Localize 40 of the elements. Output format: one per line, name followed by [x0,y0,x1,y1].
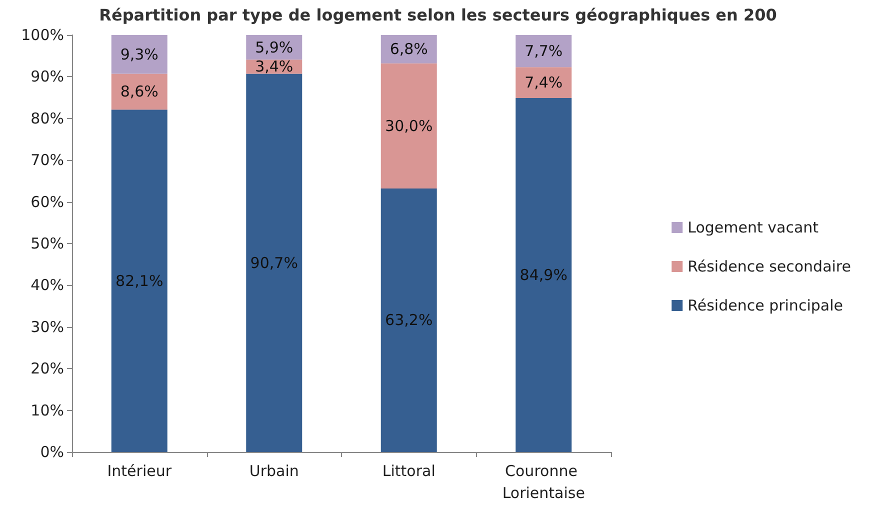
bar [111,35,168,74]
bar [516,67,572,98]
x-tick-label: Urbain [249,462,299,480]
data-label: 3,4% [255,58,294,76]
y-tick-label: 80% [30,109,64,128]
data-label: 8,6% [120,82,158,101]
x-tick-label: Intérieur [107,462,172,480]
bar [380,63,437,188]
y-tick-label: 100% [21,26,64,44]
data-label: 63,2% [385,311,433,330]
y-tick-label: 20% [30,360,64,378]
bar [111,74,168,110]
bar [111,110,168,452]
data-label: 7,4% [524,74,563,92]
data-label: 84,9% [520,266,568,284]
data-label: 90,7% [250,254,298,272]
data-label: 9,3% [120,45,158,64]
data-label: 7,7% [524,42,563,60]
chart-title: Répartition par type de logement selon les secteurs géographiques en 200 [99,6,777,24]
data-label: 82,1% [116,272,164,290]
bar [380,188,437,452]
data-label: 30,0% [385,116,433,135]
y-tick-label: 60% [30,192,64,211]
y-tick-label: 90% [30,68,64,86]
x-tick-label: Littoral [382,462,436,480]
legend-label: Résidence secondaire [688,258,852,276]
data-label: 5,9% [255,38,294,56]
data-label: 6,8% [390,40,428,58]
y-tick-label: 10% [30,401,64,420]
bar [516,98,572,452]
y-tick-label: 30% [30,318,64,336]
bar [516,35,572,68]
y-tick-label: 40% [30,276,64,294]
y-tick-label: 0% [40,443,64,461]
y-tick-label: 50% [30,234,64,252]
y-tick-label: 70% [30,151,64,170]
legend-label: Logement vacant [688,218,819,236]
x-tick-label: Couronne Lorientaise [502,462,585,502]
bar [246,74,302,452]
legend-label: Résidence principale [688,296,843,314]
